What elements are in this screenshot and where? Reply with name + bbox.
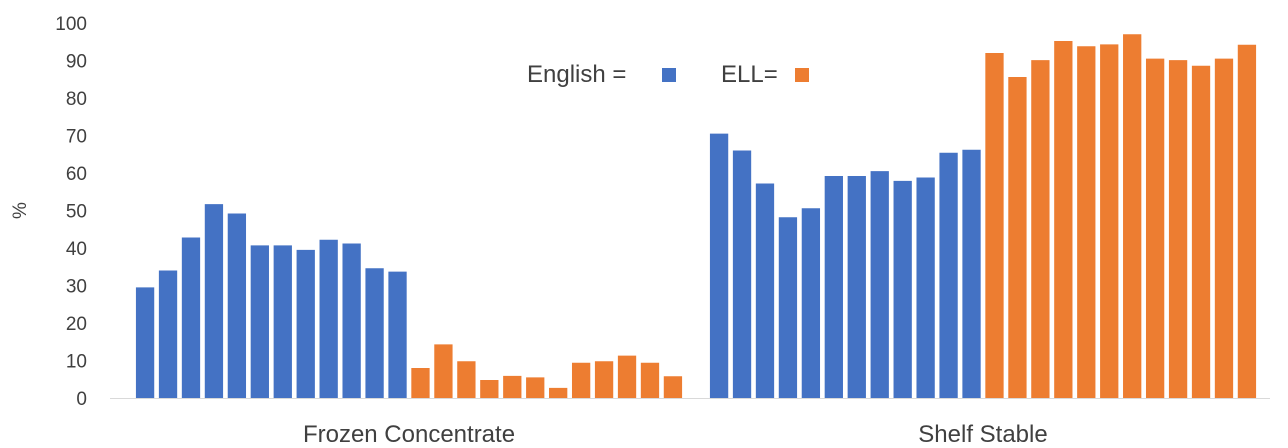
y-tick-label: 90 <box>66 52 87 73</box>
bar-ell <box>1145 58 1165 399</box>
bar-ell <box>617 355 637 399</box>
bar-english <box>158 270 178 398</box>
legend: English = ELL= <box>527 61 809 88</box>
bar-ell <box>594 361 614 398</box>
y-tick-label: 100 <box>55 14 87 35</box>
y-tick-label: 80 <box>66 89 87 110</box>
y-tick-label: 0 <box>76 389 87 410</box>
legend-swatch-english <box>662 68 676 82</box>
y-axis-label: % <box>10 202 31 219</box>
bar-ell <box>480 380 499 398</box>
bar-english <box>181 237 201 398</box>
legend-swatch-ell <box>795 68 809 82</box>
bar-english <box>916 177 935 398</box>
bar-english <box>755 183 775 398</box>
bar-ell <box>549 387 568 399</box>
y-tick-label: 30 <box>66 277 87 298</box>
bar-english <box>319 239 338 398</box>
bar-english <box>893 180 912 398</box>
bar-english <box>273 245 292 399</box>
legend-label-ell: ELL= <box>721 61 778 88</box>
bar-english <box>801 208 821 398</box>
bar-ell <box>640 362 660 398</box>
bar-ell <box>1031 60 1050 398</box>
bar-english <box>342 243 361 398</box>
bar-english <box>824 176 843 398</box>
bar-english <box>939 152 958 398</box>
bar-ell <box>411 368 430 398</box>
bar-ell <box>503 375 522 399</box>
y-tick-label: 60 <box>66 164 87 185</box>
y-tick-label: 70 <box>66 127 87 148</box>
bar-english <box>847 176 866 398</box>
category-label: Frozen Concentrate <box>303 421 515 448</box>
bar-ell <box>434 344 453 399</box>
category-label: Shelf Stable <box>918 421 1047 448</box>
y-tick-label: 20 <box>66 314 87 335</box>
bar-ell <box>1191 65 1211 398</box>
bar-ell <box>985 53 1004 398</box>
category-labels: Frozen Concentrate Shelf Stable <box>303 421 1048 448</box>
bar-ell <box>663 376 683 398</box>
bar-english <box>962 149 981 398</box>
bar-ell <box>1168 60 1188 398</box>
legend-label-english: English = <box>527 61 626 88</box>
bar-english <box>296 249 315 399</box>
bar-english <box>778 217 798 398</box>
bar-ell <box>1054 41 1073 398</box>
bar-english <box>732 150 752 398</box>
y-tick-label: 50 <box>66 202 87 223</box>
bar-ell <box>457 361 476 398</box>
bar-english <box>227 213 247 398</box>
y-tick-label: 40 <box>66 239 87 260</box>
y-axis: 0 10 20 30 40 50 60 70 80 90 100 <box>55 14 87 410</box>
bar-ell <box>571 362 591 398</box>
bar-english <box>135 287 155 399</box>
bar-english <box>870 171 889 399</box>
bar-ell <box>1077 46 1096 398</box>
bar-ell <box>1123 34 1142 398</box>
bar-ell <box>1008 77 1027 398</box>
bar-english <box>709 133 729 399</box>
y-tick-label: 10 <box>66 352 87 373</box>
bar-english <box>365 268 384 398</box>
bars <box>135 34 1257 399</box>
bar-ell <box>526 377 545 399</box>
bar-ell <box>1214 58 1234 399</box>
bar-ell <box>1237 44 1257 398</box>
bar-english <box>250 245 269 399</box>
bar-ell <box>1100 44 1119 399</box>
bar-english <box>204 204 224 399</box>
bar-english <box>388 271 407 399</box>
